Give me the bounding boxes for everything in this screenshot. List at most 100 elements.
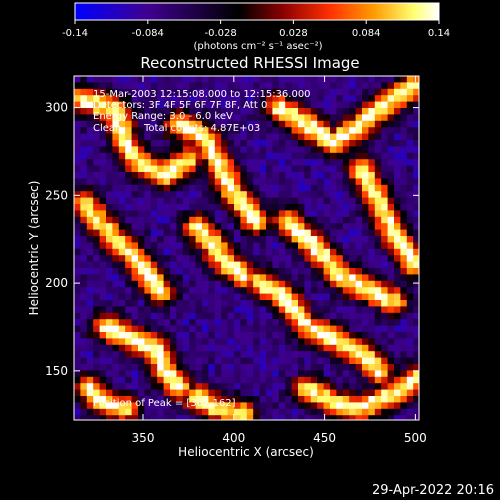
heatmap-cell: [285, 287, 293, 295]
heatmap-cell: [349, 325, 357, 333]
heatmap-cell: [291, 325, 299, 333]
heatmap-cell: [189, 140, 197, 147]
heatmap-cell: [330, 95, 337, 103]
heatmap-cell: [170, 325, 177, 333]
heatmap-cell: [342, 389, 350, 397]
heatmap-cell: [125, 396, 133, 403]
heatmap-cell: [387, 268, 395, 275]
heatmap-cell: [259, 152, 267, 160]
heatmap-cell: [266, 88, 273, 96]
heatmap-cell: [195, 191, 203, 199]
heatmap-cell: [202, 344, 209, 352]
heatmap-cell: [253, 389, 261, 397]
heatmap-cell: [74, 140, 81, 147]
heatmap-cell: [387, 191, 395, 199]
heatmap-cell: [336, 152, 344, 160]
heatmap-cell: [413, 152, 419, 160]
heatmap-cell: [176, 389, 184, 397]
heatmap-cell: [157, 82, 165, 90]
heatmap-cell: [86, 300, 94, 307]
heatmap-cell: [317, 229, 325, 237]
heatmap-cell: [342, 191, 350, 199]
heatmap-cell: [368, 165, 376, 173]
heatmap-cell: [336, 344, 344, 352]
heatmap-cell: [221, 127, 229, 135]
heatmap-cell: [355, 216, 363, 224]
heatmap-cell: [125, 332, 133, 339]
heatmap-cell: [336, 101, 344, 109]
heatmap-cell: [298, 223, 305, 231]
heatmap-cell: [349, 415, 357, 420]
heatmap-cell: [195, 236, 203, 243]
heatmap-cell: [362, 325, 369, 333]
heatmap-cell: [150, 338, 158, 346]
heatmap-cell: [253, 127, 261, 135]
heatmap-cell: [291, 280, 299, 288]
heatmap-cell: [118, 261, 126, 269]
heatmap-cell: [86, 306, 94, 314]
heatmap-cell: [291, 165, 299, 173]
heatmap-cell: [374, 178, 382, 186]
heatmap-cell: [349, 248, 357, 256]
heatmap-cell: [74, 383, 81, 391]
heatmap-cell: [278, 319, 286, 327]
heatmap-cell: [323, 370, 331, 378]
heatmap-cell: [259, 133, 267, 141]
heatmap-cell: [150, 114, 158, 122]
heatmap-cell: [266, 415, 273, 420]
heatmap-cell: [246, 306, 254, 314]
heatmap-cell: [394, 178, 401, 186]
heatmap-cell: [74, 223, 81, 231]
heatmap-cell: [362, 210, 369, 218]
heatmap-cell: [208, 223, 216, 231]
heatmap-cell: [362, 306, 369, 314]
heatmap-cell: [93, 152, 101, 160]
heatmap-cell: [342, 114, 350, 122]
heatmap-cell: [93, 408, 101, 416]
heatmap-cell: [112, 268, 120, 275]
heatmap-cell: [323, 172, 331, 179]
heatmap-cell: [157, 236, 165, 243]
heatmap-cell: [163, 344, 171, 352]
heatmap-cell: [336, 120, 344, 128]
heatmap-cell: [125, 178, 133, 186]
heatmap-cell: [387, 223, 395, 231]
heatmap-cell: [362, 319, 369, 327]
heatmap-cell: [106, 370, 113, 378]
heatmap-cell: [227, 280, 235, 288]
heatmap-cell: [381, 325, 389, 333]
heatmap-cell: [317, 165, 325, 173]
heatmap-cell: [221, 242, 229, 250]
heatmap-cell: [208, 274, 216, 282]
heatmap-cell: [138, 76, 145, 83]
heatmap-cell: [157, 293, 165, 301]
heatmap-cell: [362, 204, 369, 211]
heatmap-cell: [144, 415, 152, 420]
heatmap-cell: [394, 370, 401, 378]
heatmap-cell: [240, 261, 248, 269]
heatmap-cell: [323, 88, 331, 96]
heatmap-cell: [323, 344, 331, 352]
heatmap-cell: [221, 351, 229, 359]
heatmap-cell: [336, 268, 344, 275]
heatmap-cell: [93, 389, 101, 397]
heatmap-cell: [214, 88, 222, 96]
heatmap-cell: [394, 344, 401, 352]
heatmap-cell: [163, 197, 171, 205]
heatmap-cell: [99, 88, 107, 96]
heatmap-cell: [342, 255, 350, 263]
heatmap-cell: [381, 376, 389, 384]
heatmap-cell: [362, 364, 369, 371]
heatmap-cell: [176, 204, 184, 211]
heatmap-cell: [163, 216, 171, 224]
heatmap-cell: [394, 306, 401, 314]
heatmap-cell: [304, 274, 312, 282]
heatmap-cell: [150, 82, 158, 90]
heatmap-cell: [221, 88, 229, 96]
heatmap-cell: [355, 159, 363, 167]
heatmap-cell: [240, 280, 248, 288]
heatmap-cell: [400, 325, 408, 333]
heatmap-cell: [304, 108, 312, 115]
heatmap-cell: [374, 165, 382, 173]
heatmap-cell: [131, 319, 139, 327]
